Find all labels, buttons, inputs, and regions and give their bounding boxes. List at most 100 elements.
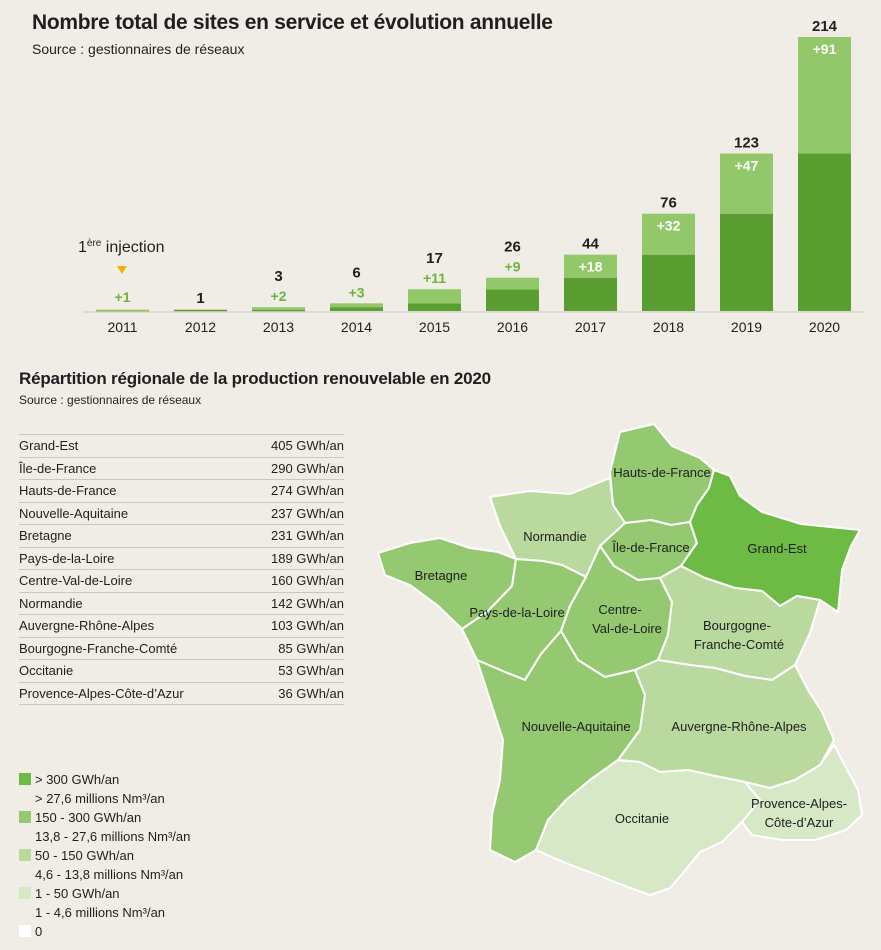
x-tick-label-2015: 2015: [419, 319, 450, 335]
region-value: 160 GWh/an: [271, 573, 344, 588]
increment-label-2019: +47: [735, 158, 759, 174]
region-value: 237 GWh/an: [271, 505, 344, 521]
legend-item: 150 - 300 GWh/an 13,8 - 27,6 millions Nm…: [19, 808, 190, 846]
region-value: 290 GWh/an: [271, 460, 344, 476]
region-name: Grand-Est: [19, 438, 79, 453]
increment-label-2011: +1: [115, 289, 131, 305]
region-name: Bretagne: [19, 528, 72, 543]
increment-label-2020: +91: [813, 41, 837, 57]
increment-label-2016: +9: [505, 259, 521, 275]
legend-label: > 300 GWh/an: [35, 772, 120, 787]
region-value: 103 GWh/an: [271, 618, 344, 633]
x-tick-label-2011: 2011: [107, 319, 137, 335]
region-name: Occitanie: [19, 663, 74, 678]
bar-existing-2018: [642, 254, 695, 311]
region-value: 189 GWh/an: [271, 550, 344, 566]
legend-label: 0: [35, 924, 43, 939]
annotation-first: 1: [78, 239, 87, 256]
legend-swatch: [19, 925, 31, 937]
legend-label: 50 - 150 GWh/an: [35, 848, 134, 863]
table-row: Auvergne-Rhône-Alpes 103 GWh/an: [19, 615, 344, 638]
legend-sublabel: 13,8 - 27,6 millions Nm³/an: [35, 829, 191, 844]
x-tick-label-2018: 2018: [653, 319, 684, 335]
total-label-2015: 17: [426, 250, 443, 267]
map-label-normandie: Normandie: [523, 529, 587, 544]
legend-swatch: [19, 773, 31, 785]
legend-swatch: [19, 811, 31, 823]
legend-item: 50 - 150 GWh/an 4,6 - 13,8 millions Nm³/…: [19, 846, 190, 884]
bar-increment-2013: [252, 307, 305, 310]
legend-swatch: [19, 887, 31, 899]
increment-label-2014: +3: [349, 284, 365, 300]
region-value: 274 GWh/an: [271, 483, 344, 498]
bar-existing-2017: [564, 277, 617, 311]
bar-existing-2014: [330, 307, 383, 311]
region-section-source: Source : gestionnaires de réseaux: [19, 393, 202, 407]
increment-label-2018: +32: [657, 218, 681, 234]
annotation-sup: ère: [87, 238, 102, 249]
map-label-bourgogne-1: Bourgogne-: [703, 618, 771, 633]
map-label-paca-1: Provence-Alpes-: [751, 796, 847, 811]
bar-existing-2016: [486, 289, 539, 311]
bar-existing-2020: [798, 153, 851, 311]
region-name: Auvergne-Rhône-Alpes: [19, 618, 155, 633]
total-label-2019: 123: [734, 135, 759, 152]
increment-label-2015: +11: [423, 270, 446, 286]
table-row: Pays-de-la-Loire 189 GWh/an: [19, 548, 344, 570]
table-row: Normandie 142 GWh/an: [19, 593, 344, 615]
table-row: Hauts-de-France 274 GWh/an: [19, 480, 344, 503]
legend-item: 0: [19, 922, 190, 941]
total-label-2013: 3: [274, 268, 282, 285]
map-label-nouvelle-aquitaine: Nouvelle-Aquitaine: [521, 719, 630, 734]
bar-existing-2015: [408, 303, 461, 311]
total-label-2016: 26: [504, 239, 521, 256]
x-tick-label-2014: 2014: [341, 319, 372, 335]
bar-increment-2019: [720, 153, 773, 214]
legend-label: 150 - 300 GWh/an: [35, 810, 142, 825]
x-tick-label-2012: 2012: [185, 319, 216, 335]
table-row: Centre-Val-de-Loire 160 GWh/an: [19, 570, 344, 593]
total-label-2012: 1: [196, 290, 204, 307]
region-value: 85 GWh/an: [278, 640, 344, 656]
map-label-paca-2: Côte-d’Azur: [765, 815, 834, 830]
x-tick-label-2016: 2016: [497, 319, 528, 335]
bar-increment-2014: [330, 303, 383, 308]
table-row: Île-de-France 290 GWh/an: [19, 458, 344, 480]
legend-label: 1 - 50 GWh/an: [35, 886, 120, 901]
map-legend: > 300 GWh/an > 27,6 millions Nm³/an 150 …: [19, 770, 190, 941]
map-label-bretagne: Bretagne: [415, 568, 468, 583]
map-label-pays-de-la-loire: Pays-de-la-Loire: [469, 605, 564, 620]
region-name: Normandie: [19, 595, 83, 611]
region-value: 231 GWh/an: [271, 528, 344, 543]
region-name: Île-de-France: [19, 460, 97, 476]
region-value: 142 GWh/an: [271, 595, 344, 611]
bar-chart: 1ère injection +1201112012+232013+362014…: [78, 18, 864, 335]
x-tick-label-2017: 2017: [575, 319, 606, 335]
region-value: 53 GWh/an: [278, 663, 344, 678]
region-occitanie: [535, 759, 761, 896]
bar-existing-2012: [174, 309, 227, 312]
legend-sublabel: 4,6 - 13,8 millions Nm³/an: [35, 867, 184, 882]
region-value: 36 GWh/an: [278, 685, 344, 701]
bar-increment-2011: [96, 309, 149, 312]
region-table: Grand-Est 405 GWh/an Île-de-France 290 GWh…: [19, 434, 344, 705]
increment-label-2017: +18: [579, 259, 603, 275]
map-label-grand-est: Grand-Est: [747, 541, 807, 556]
map-label-hauts-de-france: Hauts-de-France: [613, 465, 711, 480]
region-name: Pays-de-la-Loire: [19, 550, 115, 566]
map-label-centre-2: Val-de-Loire: [592, 621, 662, 636]
map-label-auvergne: Auvergne-Rhône-Alpes: [671, 719, 807, 734]
bar-increment-2018: [642, 213, 695, 255]
region-name: Provence-Alpes-Côte-d’Azur: [19, 685, 184, 701]
table-row: Occitanie 53 GWh/an: [19, 660, 344, 683]
bar-increment-2015: [408, 289, 461, 304]
first-injection-marker: [117, 266, 127, 274]
bar-increment-2020: [798, 37, 851, 154]
map-label-occitanie: Occitanie: [615, 811, 669, 826]
legend-sublabel: > 27,6 millions Nm³/an: [35, 791, 165, 806]
bar-increment-2017: [564, 254, 617, 278]
total-label-2018: 76: [660, 195, 677, 212]
increment-label-2013: +2: [271, 288, 287, 304]
bar-existing-2019: [720, 213, 773, 311]
top-chart-title: Nombre total de sites en service et évol…: [32, 11, 553, 34]
